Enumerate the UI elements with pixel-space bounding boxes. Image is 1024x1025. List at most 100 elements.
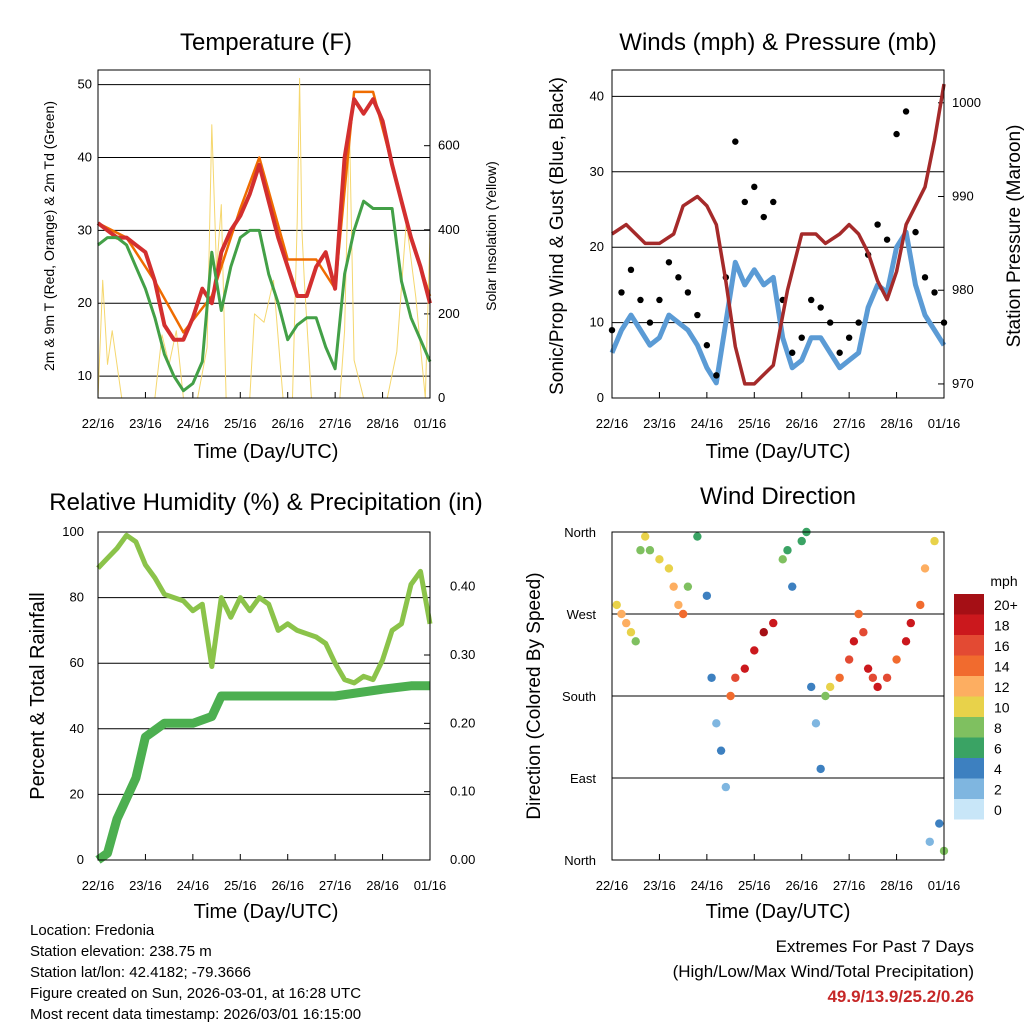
- legend-swatch-0: [954, 594, 984, 615]
- x-tick-label-1-7: 01/16: [928, 416, 961, 431]
- direction-point: [769, 618, 778, 628]
- humidity-precip-panel: Relative Humidity (%) & Precipitation (i…: [27, 489, 483, 923]
- station-latlon: Station lat/lon: 42.4182; -79.3666: [30, 964, 252, 981]
- x-tick-label-2-1: 23/16: [129, 878, 162, 893]
- direction-point: [859, 628, 868, 637]
- gust-point: [826, 319, 834, 326]
- gust-point: [703, 342, 711, 349]
- legend-swatch-5: [954, 696, 984, 717]
- wind-y-tick-4: 40: [590, 88, 604, 103]
- direction-point: [920, 564, 930, 573]
- gust-point: [713, 372, 720, 379]
- temperature-xlabel: Time (Day/UTC): [194, 441, 339, 463]
- wind-y2-tick-0: 970: [952, 376, 974, 391]
- gust-point: [675, 274, 682, 281]
- gust-point: [855, 319, 862, 326]
- direction-point: [906, 618, 915, 628]
- gust-point: [798, 334, 805, 341]
- rh-y2-tick-4: 0.40: [450, 579, 475, 594]
- direction-ylabel: Direction (Colored By Speed): [524, 572, 545, 819]
- direction-point: [783, 546, 792, 555]
- direction-point: [678, 609, 688, 619]
- humidity-frame: [97, 531, 431, 861]
- gust-point: [732, 138, 739, 145]
- gust-point: [770, 198, 777, 206]
- legend-label-9: 2: [994, 782, 1002, 798]
- direction-point: [935, 819, 944, 828]
- gust-point: [684, 289, 692, 296]
- temp-y-tick-2: 30: [78, 222, 92, 237]
- direction-point: [721, 782, 731, 792]
- x-tick-label-1-0: 22/16: [596, 416, 629, 431]
- direction-point: [612, 600, 621, 610]
- x-tick-label-0-7: 01/16: [414, 416, 447, 431]
- direction-point: [825, 682, 835, 692]
- legend-label-7: 6: [994, 741, 1002, 757]
- direction-point: [707, 673, 716, 682]
- gust-point: [845, 334, 853, 341]
- legend-swatch-8: [954, 758, 984, 779]
- direction-point: [901, 637, 911, 646]
- x-tick-label-0-2: 24/16: [177, 416, 210, 431]
- direction-point: [778, 555, 787, 564]
- direction-point: [716, 746, 726, 755]
- temp-y2-tick-3: 600: [438, 138, 460, 153]
- direction-point: [873, 682, 882, 692]
- direction-point: [626, 628, 636, 637]
- gust-point: [665, 259, 673, 266]
- direction-point: [811, 719, 821, 728]
- legend-label-2: 16: [994, 638, 1010, 654]
- station-info: Location: Fredonia Station elevation: 23…: [30, 920, 361, 1025]
- x-tick-label-0-5: 27/16: [319, 416, 352, 431]
- legend-swatch-10: [954, 799, 984, 820]
- legend-swatch-4: [954, 676, 984, 697]
- wind-y-tick-0: 0: [597, 390, 604, 405]
- x-tick-label-1-5: 27/16: [833, 416, 866, 431]
- pressure-line: [611, 83, 946, 386]
- temp-y2-tick-1: 200: [438, 306, 460, 321]
- rh-y-tick-2: 40: [70, 721, 84, 736]
- direction-point: [849, 637, 859, 646]
- station-elevation: Station elevation: 238.75 m: [30, 943, 212, 960]
- direction-point: [683, 582, 693, 591]
- x-tick-label-1-3: 25/16: [738, 416, 771, 431]
- rh-y-tick-4: 80: [70, 590, 84, 605]
- x-tick-label-0-0: 22/16: [82, 416, 115, 431]
- extremes-subtitle: (High/Low/Max Wind/Total Precipitation): [672, 962, 974, 981]
- temperature-frame: [97, 69, 431, 399]
- winds-y2label: Station Pressure (Maroon): [1004, 125, 1024, 348]
- wind-y2-tick-1: 980: [952, 282, 974, 297]
- temp-series-2: [97, 199, 432, 393]
- direction-point: [759, 628, 768, 637]
- gust-point: [912, 228, 919, 236]
- direction-point: [726, 691, 735, 701]
- extremes-values: 49.9/13.9/25.2/0.26: [827, 987, 974, 1006]
- gust-point: [874, 221, 881, 228]
- temp-series-0: [96, 97, 432, 342]
- humidity-line: [96, 532, 433, 686]
- direction-point: [854, 609, 863, 619]
- gust-point: [931, 289, 938, 296]
- direction-point: [797, 536, 806, 546]
- wind-y-tick-3: 30: [590, 164, 604, 179]
- x-tick-label-3-2: 24/16: [691, 878, 724, 893]
- direction-point: [702, 591, 712, 600]
- winds-ylabel: Sonic/Prop Wind & Gust (Blue, Black): [547, 77, 568, 395]
- direction-point: [807, 682, 816, 692]
- x-tick-label-3-3: 25/16: [738, 878, 771, 893]
- temperature-title: Temperature (F): [180, 29, 352, 56]
- x-tick-label-0-1: 23/16: [129, 416, 162, 431]
- gust-point: [656, 296, 663, 304]
- wind-y2-tick-3: 1000: [952, 95, 981, 110]
- direction-point: [655, 555, 664, 564]
- x-tick-label-1-6: 28/16: [880, 416, 913, 431]
- direction-point: [868, 673, 878, 682]
- wind-speed-line: [609, 229, 947, 386]
- figure-created: Figure created on Sun, 2026-03-01, at 16…: [30, 985, 362, 1002]
- gust-point: [883, 236, 891, 243]
- x-tick-label-3-0: 22/16: [596, 878, 629, 893]
- rh-y2-tick-1: 0.10: [450, 784, 475, 799]
- legend-label-1: 18: [994, 618, 1010, 634]
- gust-point: [741, 198, 748, 206]
- direction-point: [835, 673, 844, 682]
